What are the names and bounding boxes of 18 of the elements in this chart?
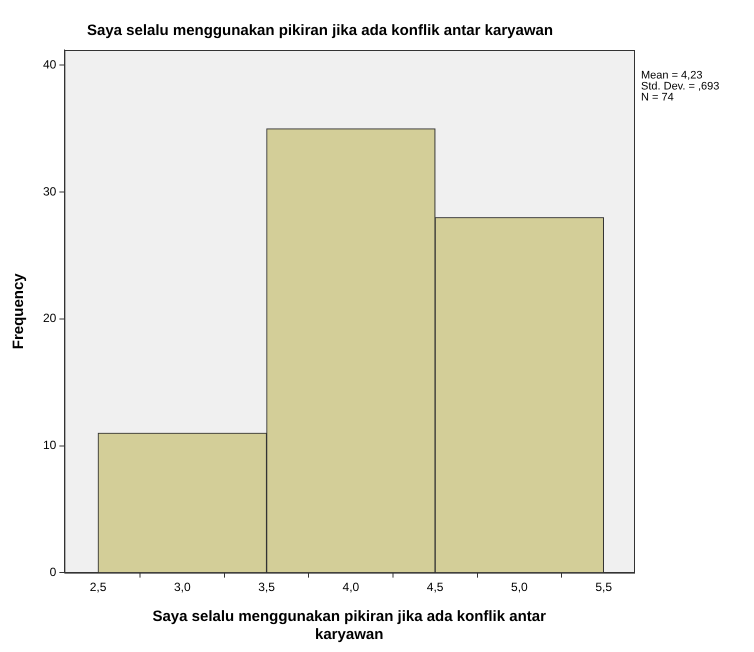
y-tick-label: 20 — [42, 311, 57, 326]
x-tick-label: 5,0 — [511, 580, 528, 594]
x-tick-label: 2,5 — [90, 580, 107, 594]
y-tick-label: 40 — [42, 58, 57, 72]
text: Mean = 4,23 — [641, 70, 702, 82]
x-tick-label: 4,0 — [342, 580, 360, 594]
x-axis-title: Saya selalu menggunakan pikiran jika ada konflik antar karyawan — [152, 608, 546, 644]
chart-title: Saya selalu menggunakan pikiran jika ada konflik antar karyawan — [86, 22, 554, 40]
y-tick-label: 10 — [42, 438, 57, 452]
text: Std. Dev. = ,693 — [641, 80, 720, 93]
x-tick-label: 4,5 — [426, 580, 444, 594]
text: N = 74 — [641, 92, 674, 104]
x-tick-label: 5,5 — [595, 580, 612, 594]
y-tick-label: 0 — [50, 564, 57, 579]
x-tick-label: 3,5 — [258, 580, 276, 594]
y-axis-title: Frequency — [10, 272, 28, 350]
x-tick-label: 3,0 — [174, 580, 191, 594]
y-tick-label: 30 — [42, 184, 57, 198]
